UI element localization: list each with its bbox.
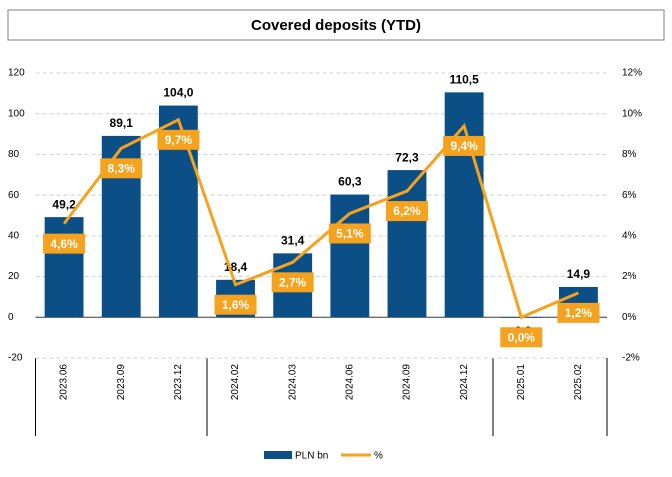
line-label-box <box>443 135 486 156</box>
line-label-box <box>271 272 314 293</box>
y2-tick-label: -2% <box>622 353 640 364</box>
line-label-box <box>385 201 428 222</box>
y2-tick-label: 6% <box>622 190 637 201</box>
bar-value-label: 60,3 <box>338 175 362 189</box>
line-label-box <box>500 327 543 348</box>
line-label-box <box>557 302 600 323</box>
line-label-box <box>328 223 371 244</box>
title-box <box>7 9 665 41</box>
bar-value-label: 49,2 <box>52 197 76 211</box>
line-value-label: 4,6% <box>50 237 78 251</box>
x-tick-label: 2024.12 <box>459 364 470 401</box>
line-label-box <box>157 129 200 150</box>
line-value-label: 5,1% <box>336 227 364 241</box>
x-tick-label: 2023.12 <box>173 364 184 401</box>
x-tick-label: 2023.06 <box>59 364 70 401</box>
bar-value-label: 110,5 <box>449 73 479 87</box>
y2-tick-label: 8% <box>622 149 637 160</box>
y-tick-label: 120 <box>8 68 25 79</box>
legend-label: PLN bn <box>295 451 328 462</box>
bar-value-label: 14,9 <box>567 267 591 281</box>
line-value-label: 1,6% <box>222 298 250 312</box>
bar-value-label: 31,4 <box>281 234 305 248</box>
y-tick-label: 20 <box>8 271 20 282</box>
legend-swatch <box>264 451 292 459</box>
x-tick-label: 2024.06 <box>344 364 355 401</box>
bar-value-label: 72,3 <box>395 150 419 164</box>
y-tick-label: 0 <box>8 312 14 323</box>
line <box>62 117 580 320</box>
line-value-label: 8,3% <box>108 161 136 175</box>
line-label-box <box>214 294 257 315</box>
y-tick-label: 100 <box>8 108 25 119</box>
y2-tick-label: 10% <box>622 108 642 119</box>
y-tick-label: 40 <box>8 230 20 241</box>
line-value-label: 2,7% <box>279 275 307 289</box>
y2-tick-label: 4% <box>622 230 637 241</box>
line-label-box <box>100 158 143 179</box>
bar-value-label: 89,1 <box>110 116 134 130</box>
line-label-box <box>43 233 86 254</box>
chart-title: Covered deposits (YTD) <box>251 17 421 34</box>
x-tick-label: 2024.09 <box>402 364 413 401</box>
bar <box>44 217 84 318</box>
x-tick-label: 2025.02 <box>573 364 584 401</box>
legend-label: % <box>374 451 383 462</box>
y2-tick-label: 0% <box>622 312 637 323</box>
y2-tick-label: 2% <box>622 271 637 282</box>
y-tick-label: 80 <box>8 149 20 160</box>
x-tick-label: 2024.03 <box>287 364 298 401</box>
x-tick-label: 2024.02 <box>230 364 241 401</box>
bar-value-label: 104,0 <box>163 86 193 100</box>
y2-tick-label: 12% <box>622 68 642 79</box>
line-value-label: 9,7% <box>165 133 193 147</box>
line-value-label: 9,4% <box>450 139 478 153</box>
y-tick-label: -20 <box>8 353 23 364</box>
x-tick-label: 2023.09 <box>116 364 127 401</box>
line-value-label: 6,2% <box>393 204 421 218</box>
line-value-label: 0,0% <box>508 330 536 344</box>
y-tick-label: 60 <box>8 190 20 201</box>
x-tick-label: 2025.01 <box>516 364 527 401</box>
line-value-label: 1,2% <box>565 306 593 320</box>
